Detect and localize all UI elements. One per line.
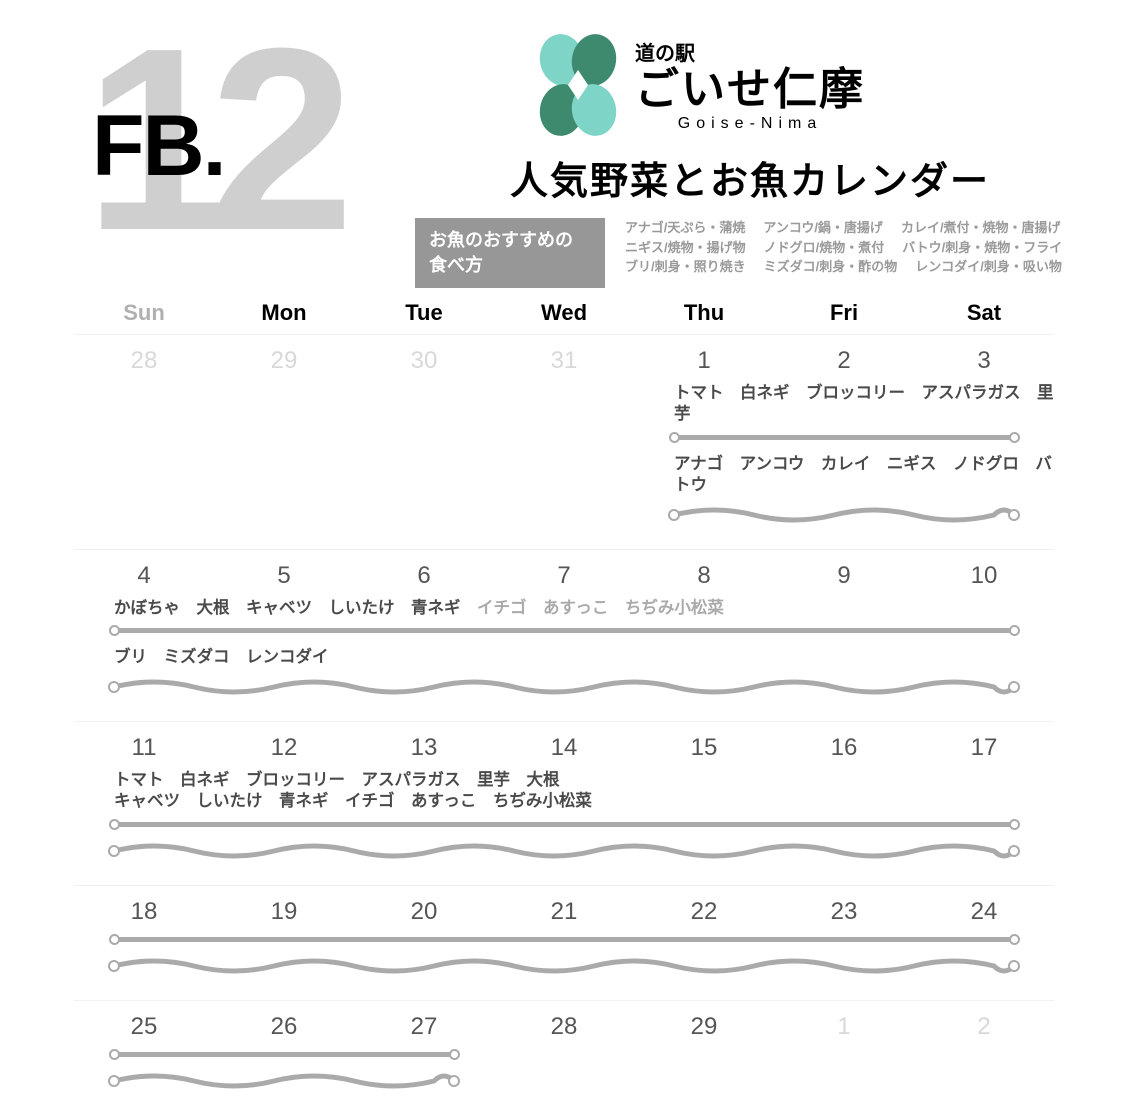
- veg-bar: [74, 1049, 1054, 1059]
- veg-labels: トマト 白ネギ ブロッコリー アスパラガス 里芋: [74, 381, 1054, 430]
- fish-wave: [74, 503, 1054, 527]
- weekday-label: Mon: [214, 300, 354, 326]
- weekday-label: Fri: [774, 300, 914, 326]
- day-cell: 6: [354, 562, 494, 590]
- recommend-box-l1: お魚のおすすめの: [429, 230, 573, 250]
- week-row: 28293031123 トマト 白ネギ ブロッコリー アスパラガス 里芋アナゴ ア…: [74, 335, 1054, 550]
- rec-item: アナゴ/天ぷら・蒲焼: [625, 218, 745, 238]
- day-cell: 16: [774, 734, 914, 762]
- day-cell: 2: [774, 347, 914, 375]
- rec-item: アンコウ/鍋・唐揚げ: [763, 218, 883, 238]
- day-cell: 10: [914, 562, 1054, 590]
- day-cell: 30: [354, 347, 494, 375]
- weekday-label: Sun: [74, 300, 214, 326]
- logo-block: 道の駅 ごいせ仁摩 Goise-Nima: [530, 30, 865, 140]
- day-cell: 2: [914, 1013, 1054, 1041]
- day-cell: 22: [634, 898, 774, 926]
- day-cell: 23: [774, 898, 914, 926]
- day-cell: 15: [634, 734, 774, 762]
- rec-item: バトウ/刺身・焼物・フライ: [902, 238, 1062, 258]
- day-cell: 14: [494, 734, 634, 762]
- day-cell: 19: [214, 898, 354, 926]
- weekday-label: Sat: [914, 300, 1054, 326]
- day-cell: 29: [214, 347, 354, 375]
- week-row: 11121314151617 トマト 白ネギ ブロッコリー アスパラガス 里芋 大…: [74, 722, 1054, 886]
- day-cell: 4: [74, 562, 214, 590]
- month-abbrev: FB.: [92, 97, 225, 196]
- rec-item: ミズダコ/刺身・酢の物: [764, 257, 898, 277]
- recommend-list: アナゴ/天ぷら・蒲焼 アンコウ/鍋・唐揚げ カレイ/煮付・焼物・唐揚げ ニギス/…: [625, 218, 1065, 277]
- day-cell: 24: [914, 898, 1054, 926]
- weekday-label: Tue: [354, 300, 494, 326]
- rec-item: ブリ/刺身・照り焼き: [625, 257, 746, 277]
- day-cell: 20: [354, 898, 494, 926]
- day-cell: 28: [494, 1013, 634, 1041]
- day-cell: 26: [214, 1013, 354, 1041]
- veg-bar: [74, 819, 1054, 829]
- rec-item: レンコダイ/刺身・吸い物: [915, 257, 1062, 277]
- day-cell: 27: [354, 1013, 494, 1041]
- veg-bar: [74, 625, 1054, 635]
- week-row: 18192021222324: [74, 886, 1054, 1001]
- day-cell: 31: [494, 347, 634, 375]
- day-cell: 9: [774, 562, 914, 590]
- weekday-label: Thu: [634, 300, 774, 326]
- day-cell: 5: [214, 562, 354, 590]
- recommend-box-l2: 食べ方: [429, 255, 483, 275]
- logo-pretitle: 道の駅: [635, 37, 865, 66]
- veg-labels: トマト 白ネギ ブロッコリー アスパラガス 里芋 大根キャベツ しいたけ 青ネギ…: [74, 768, 1054, 817]
- fish-wave: [74, 1069, 1054, 1093]
- fish-wave: [74, 675, 1054, 699]
- day-cell: 7: [494, 562, 634, 590]
- page-title: 人気野菜とお魚カレンダー: [510, 150, 990, 205]
- day-cell: 28: [74, 347, 214, 375]
- day-cell: 3: [914, 347, 1054, 375]
- day-cell: 13: [354, 734, 494, 762]
- day-cell: 11: [74, 734, 214, 762]
- logo-name-en: Goise-Nima: [635, 115, 865, 133]
- day-cell: 29: [634, 1013, 774, 1041]
- fish-labels: ブリ ミズダコ レンコダイ: [74, 645, 1054, 672]
- day-cell: 18: [74, 898, 214, 926]
- logo-text: 道の駅 ごいせ仁摩 Goise-Nima: [635, 37, 865, 132]
- rec-item: ニギス/焼物・揚げ物: [625, 238, 746, 258]
- veg-bar: [74, 432, 1054, 442]
- rec-item: ノドグロ/焼物・煮付: [764, 238, 885, 258]
- rec-item: カレイ/煮付・焼物・唐揚げ: [901, 218, 1061, 238]
- day-cell: 1: [634, 347, 774, 375]
- fish-wave: [74, 954, 1054, 978]
- recommend-box: お魚のおすすめの 食べ方: [415, 218, 605, 288]
- weekday-row: SunMonTueWedThuFriSat: [74, 300, 1054, 335]
- day-cell: 12: [214, 734, 354, 762]
- fish-wave: [74, 839, 1054, 863]
- day-cell: 8: [634, 562, 774, 590]
- weekday-label: Wed: [494, 300, 634, 326]
- logo-icon: [530, 30, 620, 140]
- day-cell: 1: [774, 1013, 914, 1041]
- fish-labels: アナゴ アンコウ カレイ ニギス ノドグロ バトウ: [74, 452, 1054, 501]
- calendar: SunMonTueWedThuFriSat 28293031123トマト 白ネギ…: [74, 300, 1054, 1115]
- header: 12 FB. 道の駅 ごいせ仁摩 Goise-Nima 人気野菜とお魚カレンダー…: [0, 0, 1128, 300]
- veg-labels: かぼちゃ 大根 キャベツ しいたけ 青ネギ イチゴ あすっこ ちぢみ小松菜: [74, 596, 1054, 623]
- veg-bar: [74, 934, 1054, 944]
- day-cell: 21: [494, 898, 634, 926]
- week-row: 252627282912: [74, 1001, 1054, 1115]
- logo-name-jp: ごいせ仁摩: [635, 66, 865, 114]
- week-row: 45678910 かぼちゃ 大根 キャベツ しいたけ 青ネギ イチゴ あすっこ ち…: [74, 550, 1054, 722]
- day-cell: 25: [74, 1013, 214, 1041]
- day-cell: 17: [914, 734, 1054, 762]
